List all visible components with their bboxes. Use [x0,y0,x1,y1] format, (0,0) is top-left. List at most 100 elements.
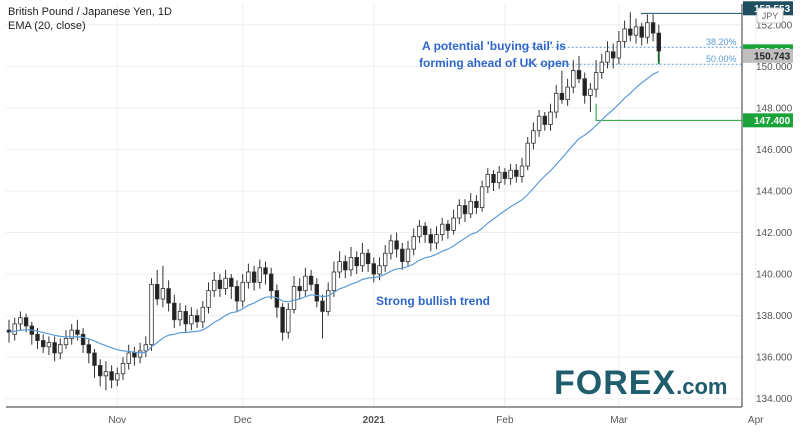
candle-body [445,223,451,231]
candle-body [286,308,291,333]
candle-body [377,265,382,275]
candle-body [297,286,302,292]
candle-body [92,352,97,366]
candle-body [337,261,342,273]
candle-body [58,344,63,354]
candle-body [559,92,565,100]
fib-level-label: 38.20% [706,37,737,47]
candle-body [422,225,428,235]
candle-body [240,281,245,302]
support-line [595,103,742,121]
candle-body [365,252,371,265]
candle-body [645,22,650,38]
x-tick-label: 2021 [363,415,386,426]
candle-body [502,171,508,179]
candle-body [268,273,274,292]
candle-body [348,257,354,271]
candle-body [160,288,166,300]
candle-body [166,288,171,304]
candle-body [75,329,80,335]
candle-body [103,371,109,377]
candle-body [508,169,513,179]
candle-body [514,169,519,177]
candle-body [35,333,40,341]
candle-body [628,28,633,36]
candle-body [217,279,223,289]
price-tag-label: 150.743 [754,51,791,62]
candle-body [639,26,644,38]
candle-body [325,290,331,312]
candle-body [593,72,599,90]
candle-body [394,240,399,250]
candle-body [263,267,268,275]
candle-body [132,352,137,358]
candle-body [177,311,183,321]
candle-body [605,51,610,63]
candle-body [571,70,576,88]
candle-body [382,252,388,267]
candle-body [462,205,468,215]
x-tick-label: Dec [234,415,252,426]
candle-body [485,173,490,188]
candle-body [343,261,348,271]
y-tick-label: 148.000 [756,103,793,114]
candle-body [115,373,120,381]
candle-body [491,173,496,184]
y-tick-label: 140.000 [756,270,793,281]
candle-body [246,271,251,283]
price-tag [743,113,793,128]
candle-body [536,115,542,132]
candle-body [143,344,148,352]
y-tick-label: 152.000 [756,20,793,31]
candle-body [582,78,587,96]
price-tag-label: 147.400 [754,116,791,127]
x-tick-label: Apr [748,415,764,426]
candle-body [223,277,228,289]
candle-body [468,200,473,215]
candle-body [525,142,530,167]
symbol-title: British Pound / Japanese Yen, 1D [8,6,172,18]
candle-body [41,340,46,348]
currency-badge-group[interactable]: JPY [756,7,784,24]
forex-logo: FOREX.com [554,364,727,403]
candle-body [46,342,52,348]
candle-body [542,115,547,125]
candle-body [172,302,177,321]
y-tick-label: 136.000 [756,353,793,364]
candle-body [616,40,622,59]
candle-body [388,240,394,254]
price-tag [743,48,793,63]
candle-body [451,217,456,231]
candle-body [479,186,485,208]
candle-body [206,290,211,308]
candle-body [314,284,319,302]
candle-body [548,111,553,125]
candle-body [52,342,57,354]
candle-body [257,267,262,283]
candle-body [86,344,91,354]
y-tick-label: 142.000 [756,228,793,239]
y-tick-label: 150.000 [756,62,793,73]
candle-body [354,257,359,267]
ema-20-line [8,70,660,354]
candle-body [69,329,74,339]
candle-body [576,70,582,80]
candle-body [531,130,536,144]
candle-body [554,92,559,113]
candle-body [439,223,445,235]
x-tick-label: Mar [610,415,628,426]
buying-tail-line-2: forming ahead of UK open [419,56,569,70]
candle-body [251,271,257,283]
logo-suffix: .com [676,374,728,399]
candle-body [303,275,308,292]
candle-body [400,248,405,262]
candle-body [331,271,337,292]
logo-text: FOREX [554,364,677,402]
candle-body [120,362,126,375]
buying-tail-annotation: A potential 'buying tail' is forming ahe… [404,38,584,72]
candle-body [6,329,12,333]
candle-body [519,165,525,177]
candle-body [496,171,502,184]
